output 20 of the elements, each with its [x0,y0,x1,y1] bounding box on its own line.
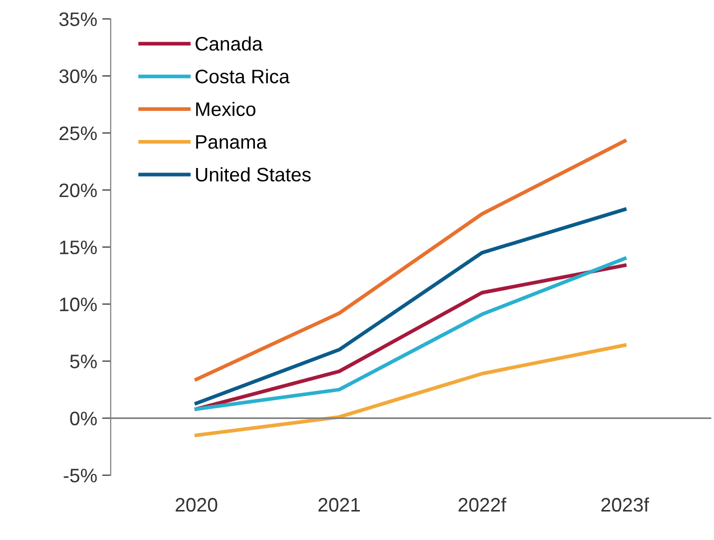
y-tick-label: 10% [60,298,97,312]
legend-label: United States [196,167,311,182]
x-tick-label: 2022f [458,497,506,512]
line-series [194,208,627,406]
legend-label: Mexico [196,102,256,116]
y-tick-label: -5% [64,468,97,482]
legend-label: Panama [196,135,268,149]
y-tick-label: 25% [60,126,97,140]
x-tick-label: 2023f [601,497,650,512]
y-tick-label: 15% [60,240,97,254]
y-tick-label: 30% [59,69,97,84]
x-tick-label: 2020 [176,498,218,512]
legend-label: Costa Rica [196,69,290,84]
y-tick-label: 20% [60,183,97,198]
y-tick-label: 35% [59,12,97,26]
y-tick-label: 0% [70,412,97,426]
y-tick-label: 5% [70,354,97,368]
line-series [194,343,627,438]
legend-label: Canada [196,36,263,51]
x-tick-label: 2021 [318,498,360,512]
